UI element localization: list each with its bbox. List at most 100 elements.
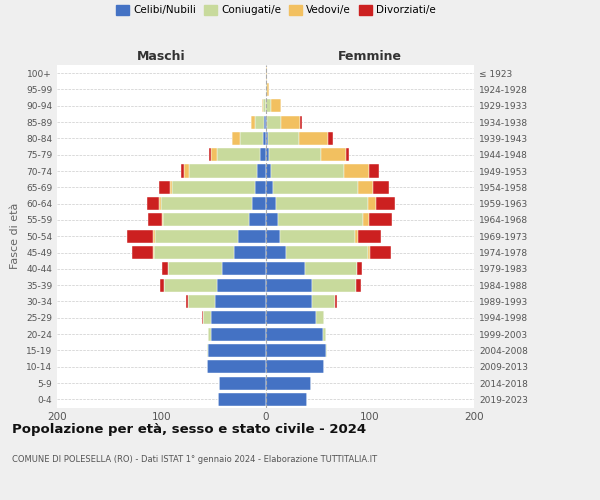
Bar [263,132,265,145]
Bar [265,360,324,373]
Bar [153,246,154,259]
Bar [370,246,391,259]
Bar [265,278,313,291]
Bar [265,132,268,145]
Bar [211,328,265,340]
Bar [299,132,328,145]
Bar [265,148,269,161]
Bar [132,246,153,259]
Bar [300,116,302,128]
Bar [305,262,357,276]
Text: COMUNE DI POLESELLA (RO) - Dati ISTAT 1° gennaio 2024 - Elaborazione TUTTITALIA.: COMUNE DI POLESELLA (RO) - Dati ISTAT 1°… [12,455,377,464]
Bar [265,246,286,259]
Bar [211,312,265,324]
Bar [323,328,326,340]
Bar [148,214,162,226]
Bar [153,230,155,243]
Bar [222,262,265,276]
Bar [160,278,164,291]
Bar [234,246,265,259]
Bar [265,393,307,406]
Bar [170,181,172,194]
Bar [265,197,276,210]
Bar [326,344,327,357]
Bar [162,214,163,226]
Bar [155,230,238,243]
Bar [265,164,271,177]
Bar [127,230,153,243]
Bar [358,181,373,194]
Bar [368,197,376,210]
Bar [257,164,265,177]
Bar [281,116,300,128]
Bar [163,214,249,226]
Bar [251,116,255,128]
Bar [265,66,266,80]
Bar [269,148,321,161]
Bar [217,148,260,161]
Bar [154,246,234,259]
Legend: Celibi/Nubili, Coniugati/e, Vedovi/e, Divorziati/e: Celibi/Nubili, Coniugati/e, Vedovi/e, Di… [116,5,436,15]
Bar [271,164,344,177]
Y-axis label: Anni di nascita: Anni di nascita [599,195,600,278]
Bar [265,312,316,324]
Bar [278,214,364,226]
Bar [358,230,381,243]
Bar [238,230,265,243]
Bar [265,295,313,308]
Bar [286,246,368,259]
Bar [356,278,361,291]
Bar [265,376,311,390]
Bar [276,197,368,210]
Bar [344,164,369,177]
Y-axis label: Fasce di età: Fasce di età [10,203,20,270]
Bar [159,197,161,210]
Bar [313,295,335,308]
Text: Popolazione per età, sesso e stato civile - 2024: Popolazione per età, sesso e stato civil… [12,422,366,436]
Bar [190,164,257,177]
Text: Femmine: Femmine [338,50,402,62]
Bar [211,148,217,161]
Bar [161,197,252,210]
Bar [207,344,208,357]
Bar [364,214,369,226]
Bar [265,262,305,276]
Bar [208,328,211,340]
Bar [265,214,278,226]
Bar [172,181,255,194]
Bar [335,295,337,308]
Bar [241,132,263,145]
Bar [369,164,379,177]
Bar [167,262,222,276]
Bar [313,278,356,291]
Bar [215,295,265,308]
Bar [203,312,211,324]
Bar [255,116,265,128]
Bar [268,132,299,145]
Bar [265,344,326,357]
Bar [265,230,280,243]
Bar [271,99,281,112]
Bar [357,262,362,276]
Bar [207,360,265,373]
Bar [355,230,358,243]
Bar [265,99,271,112]
Bar [346,148,349,161]
Bar [208,344,265,357]
Bar [162,262,167,276]
Bar [188,295,215,308]
Bar [368,246,370,259]
Bar [263,99,265,112]
Bar [328,132,333,145]
Bar [202,312,203,324]
Bar [217,278,265,291]
Bar [164,278,217,291]
Bar [255,181,265,194]
Text: Maschi: Maschi [137,50,185,62]
Bar [184,164,190,177]
Bar [266,116,281,128]
Bar [266,83,269,96]
Bar [373,181,389,194]
Bar [321,148,346,161]
Bar [316,312,324,324]
